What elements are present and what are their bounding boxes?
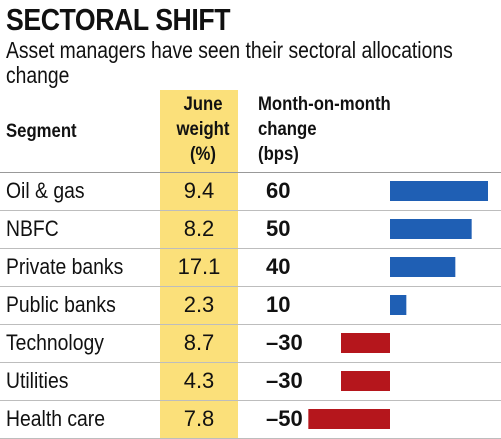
chart-subtitle: Asset managers have seen their sectoral … — [6, 37, 453, 88]
segment-label: Technology — [6, 330, 104, 355]
change-bar — [390, 181, 488, 201]
june-weight-value: 9.4 — [183, 178, 215, 203]
change-header-line-1: Month-on-month — [258, 94, 391, 115]
change-value-label: 40 — [266, 254, 291, 279]
june-weight-header-line-3: (%) — [189, 144, 217, 165]
change-header-line-2: change — [258, 119, 317, 140]
row-divider — [0, 210, 501, 211]
june-weight-value: 17.1 — [177, 254, 221, 279]
change-bar — [341, 333, 390, 353]
change-value-label: 50 — [266, 216, 291, 241]
june-weight-value: 8.2 — [183, 216, 215, 241]
change-value-label: 60 — [266, 178, 291, 203]
change-value-label: 10 — [266, 292, 291, 317]
june-weight-header-line-2: weight — [176, 119, 230, 140]
segment-label: Private banks — [6, 254, 124, 279]
segment-label: NBFC — [6, 216, 59, 241]
segment-column-header: Segment — [6, 121, 77, 142]
chart-title: SECTORAL SHIFT — [6, 2, 231, 37]
june-weight-value: 8.7 — [183, 330, 215, 355]
change-bar — [341, 371, 390, 391]
june-weight-value: 2.3 — [183, 292, 215, 317]
row-divider — [0, 248, 501, 249]
segment-label: Public banks — [6, 292, 116, 317]
segment-label: Health care — [6, 406, 106, 431]
change-value-label: –30 — [266, 330, 303, 355]
june-weight-column-header: June weight (%) — [166, 92, 240, 167]
row-divider — [0, 324, 501, 325]
june-weight-value: 4.3 — [183, 368, 215, 393]
row-divider — [0, 286, 501, 287]
header-divider — [0, 172, 501, 173]
change-column-header: Month-on-month change (bps) — [258, 92, 391, 167]
change-bar — [390, 295, 407, 315]
change-header-line-3: (bps) — [258, 144, 299, 165]
change-value-label: –30 — [266, 368, 303, 393]
june-weight-header-line-1: June — [183, 94, 223, 115]
change-bar — [390, 219, 472, 239]
segment-label: Utilities — [6, 368, 69, 393]
change-bar — [390, 257, 456, 277]
segment-label: Oil & gas — [6, 178, 85, 203]
change-bar — [308, 409, 390, 429]
row-divider — [0, 362, 501, 363]
row-divider — [0, 400, 501, 401]
june-weight-column-highlight — [160, 90, 238, 438]
june-weight-value: 7.8 — [183, 406, 215, 431]
change-value-label: –50 — [266, 406, 303, 431]
